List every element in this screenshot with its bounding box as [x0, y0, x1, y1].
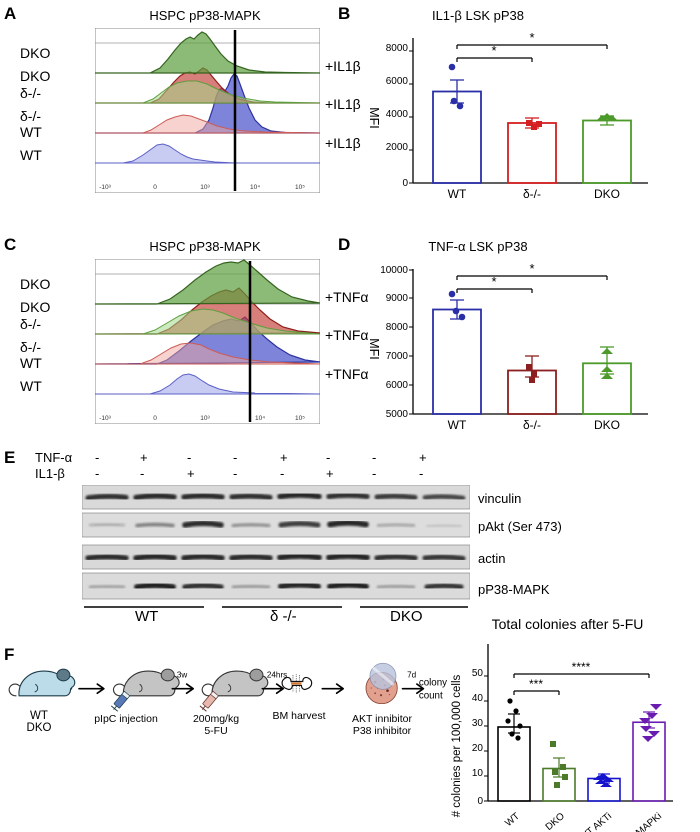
svg-text:DKO: DKO: [594, 418, 620, 432]
svg-text:6000: 6000: [386, 76, 409, 87]
svg-text:7000: 7000: [386, 351, 409, 362]
svg-text:δ-/-: δ-/-: [523, 187, 541, 201]
svg-text:5000: 5000: [386, 409, 409, 420]
svg-text:8000: 8000: [386, 43, 409, 54]
svg-text:10⁵: 10⁵: [295, 415, 305, 422]
svg-text:10⁴: 10⁴: [250, 184, 260, 191]
svg-text:*: *: [529, 261, 534, 276]
svg-text:WT AKTi: WT AKTi: [578, 811, 614, 832]
svg-text:MFI: MFI: [368, 338, 381, 360]
svg-text:10³: 10³: [200, 184, 210, 191]
svg-text:4000: 4000: [386, 109, 409, 120]
svg-text:WT: WT: [448, 418, 467, 432]
svg-text:7d: 7d: [407, 671, 416, 680]
svg-text:6000: 6000: [386, 380, 409, 391]
svg-text:0: 0: [153, 184, 157, 191]
svg-text:40: 40: [472, 693, 484, 704]
svg-text:10: 10: [472, 768, 484, 779]
svg-text:0: 0: [153, 415, 157, 422]
svg-text:δ-/-: δ-/-: [523, 418, 541, 432]
svg-text:9000: 9000: [386, 293, 409, 304]
svg-text:-10³: -10³: [99, 415, 111, 422]
svg-text:WT: WT: [503, 811, 522, 829]
svg-text:8000: 8000: [386, 322, 409, 333]
svg-text:50: 50: [472, 668, 484, 679]
svg-text:3w: 3w: [177, 671, 188, 680]
svg-text:10³: 10³: [200, 415, 210, 422]
svg-text:2000: 2000: [386, 142, 409, 153]
svg-text:10000: 10000: [380, 265, 408, 276]
svg-text:-10³: -10³: [99, 184, 111, 191]
svg-text:10⁴: 10⁴: [255, 415, 265, 422]
svg-text:WT: WT: [448, 187, 467, 201]
svg-text:30: 30: [472, 718, 484, 729]
svg-text:MFI: MFI: [368, 107, 381, 129]
svg-text:0: 0: [477, 796, 483, 807]
svg-text:****: ****: [572, 660, 591, 674]
svg-text:DKO: DKO: [594, 187, 620, 201]
svg-text:DKO: DKO: [544, 811, 568, 832]
svg-text:# colonies per 100,000 cells: # colonies per 100,000 cells: [451, 674, 463, 817]
svg-text:*: *: [529, 30, 534, 45]
svg-text:WT p38MAPKi: WT p38MAPKi: [608, 811, 664, 832]
svg-text:***: ***: [529, 677, 543, 691]
svg-text:10⁵: 10⁵: [295, 184, 305, 191]
svg-text:0: 0: [402, 178, 408, 189]
svg-text:20: 20: [472, 743, 484, 754]
